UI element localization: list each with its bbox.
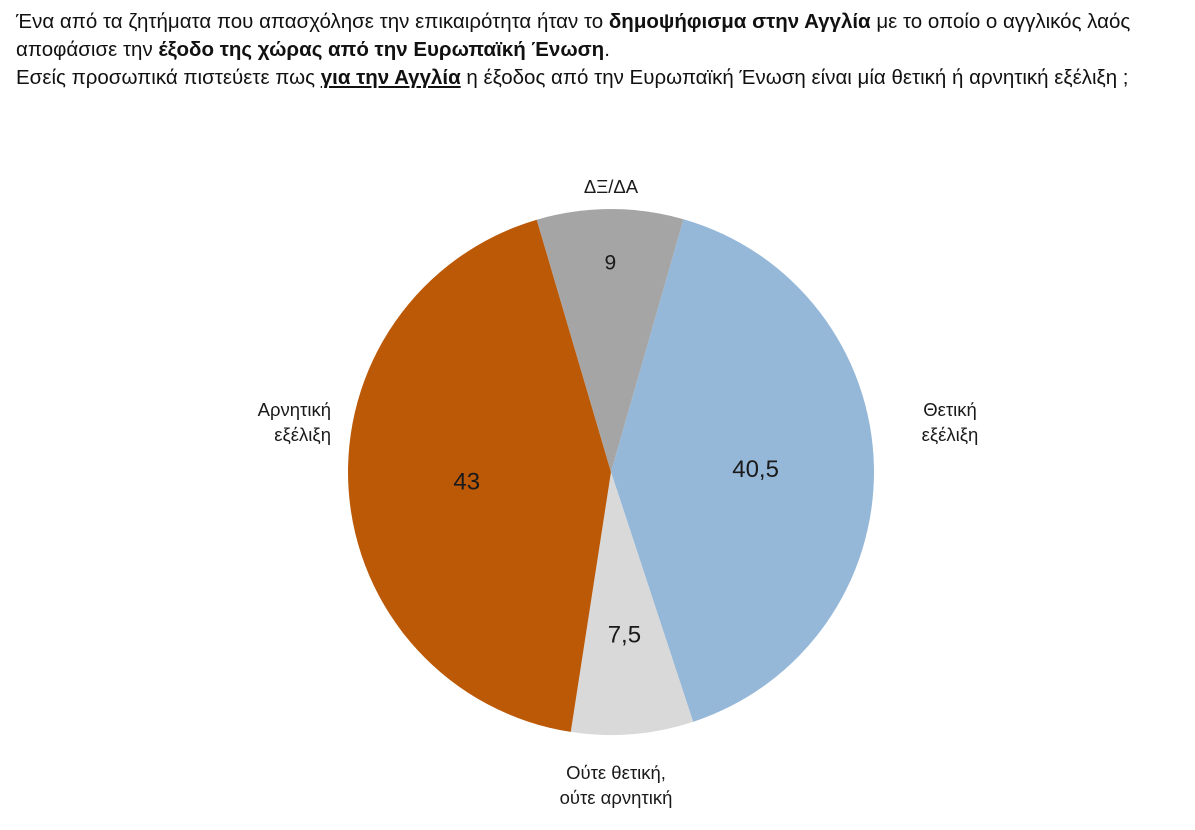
- pie-category-label: ΔΞ/ΔΑ: [584, 176, 639, 197]
- pie-category-label-line: εξέλιξη: [922, 424, 979, 445]
- pie-value-label: 43: [453, 469, 480, 496]
- pie-category-label: Θετική εξέλιξη: [922, 399, 979, 445]
- question-text-segment: .: [604, 38, 610, 61]
- pie-value-label: 9: [604, 252, 616, 275]
- question-text-segment: με το οποίο ο αγγλικός λαός αποφάσισε τη…: [16, 10, 1131, 61]
- pie-slices: [348, 209, 874, 735]
- pie-category-label-line: Θετική: [923, 399, 977, 420]
- pie-value-label: 7,5: [608, 622, 641, 649]
- pie-slice: [536, 209, 684, 472]
- pie-value-labels: 40,5 7,5 43 9: [453, 252, 779, 649]
- question-text-segment: η έξοδος από την Ευρωπαϊκή Ένωση είναι μ…: [460, 66, 1129, 89]
- pie-category-label-line: εξέλιξη: [274, 424, 331, 445]
- pie-category-label: Αρνητική εξέλιξη: [258, 399, 331, 445]
- question-bold-exit: έξοδο της χώρας από την Ευρωπαϊκή Ένωση: [158, 38, 605, 61]
- pie-slice: [570, 472, 694, 735]
- question-text-segment: Ένα από τα ζητήματα που απασχόλησε την ε…: [16, 10, 609, 33]
- pie-category-label-line: ούτε αρνητική: [560, 787, 673, 808]
- pie-value-label: 40,5: [732, 456, 779, 483]
- question-paragraph-1: Ένα από τα ζητήματα που απασχόλησε την ε…: [16, 8, 1184, 64]
- pie-category-label-line: Ούτε θετική,: [566, 762, 666, 783]
- pie-slice: [348, 219, 611, 732]
- question-paragraph-2: Εσείς προσωπικά πιστεύετε πως για την Αγ…: [16, 64, 1184, 92]
- question-text-segment: Εσείς προσωπικά πιστεύετε πως: [16, 66, 321, 89]
- pie-category-labels: Θετική εξέλιξη Ούτε θετική, ούτε αρνητική Αρ…: [258, 176, 979, 808]
- pie-category-label-line: ΔΞ/ΔΑ: [584, 176, 639, 197]
- pie-category-label-line: Αρνητική: [258, 399, 331, 420]
- question-bold-referendum: δημοψήφισμα στην Αγγλία: [608, 10, 871, 33]
- question-bold-underline-england: για την Αγγλία: [320, 66, 461, 89]
- question-text: Ένα από τα ζητήματα που απασχόλησε την ε…: [16, 8, 1184, 92]
- pie-category-label: Ούτε θετική, ούτε αρνητική: [560, 762, 673, 808]
- pie-slice: [611, 219, 874, 722]
